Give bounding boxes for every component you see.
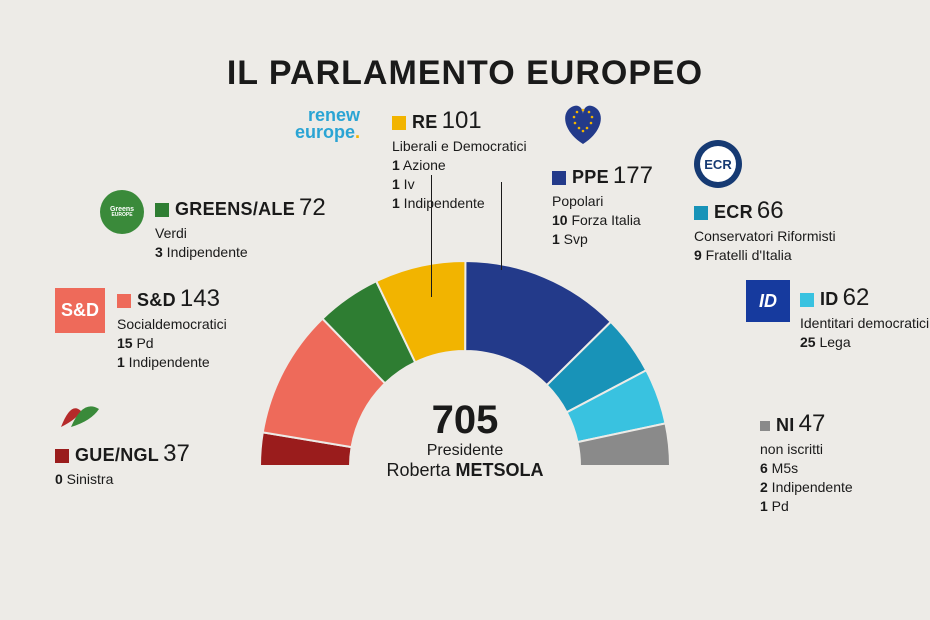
group-sub: 1 Indipendente (392, 194, 527, 213)
group-sub: 15 Pd (117, 334, 227, 353)
group-sub: 3 Indipendente (155, 243, 326, 262)
page-title: IL PARLAMENTO EUROPEO (0, 54, 930, 93)
group-sd: S&D143 Socialdemocratici15 Pd1 Indipenden… (117, 283, 227, 372)
group-re: RE101 Liberali e Democratici1 Azione1 Iv1… (392, 105, 527, 213)
group-id: ID62 Identitari democratici25 Lega (800, 282, 929, 352)
color-chip (392, 116, 406, 130)
group-seats: 47 (799, 410, 826, 437)
greens-logo: GreensEUROPE (100, 190, 144, 234)
group-seats: 101 (442, 107, 482, 134)
leader-line (431, 175, 432, 297)
color-chip (760, 421, 770, 431)
total-seats: 705 (365, 400, 565, 440)
group-abbr: PPE (572, 167, 609, 187)
group-sub: 1 Pd (760, 497, 853, 516)
group-sub: 6 M5s (760, 459, 853, 478)
group-seats: 37 (163, 440, 190, 467)
ecr-logo: ECR (694, 140, 742, 188)
group-desc: Socialdemocratici (117, 315, 227, 334)
group-desc: Popolari (552, 192, 653, 211)
group-desc: Conservatori Riformisti (694, 227, 836, 246)
president-label: Presidente (365, 442, 565, 460)
group-ecr: ECR66 Conservatori Riformisti9 Fratelli d… (694, 195, 836, 265)
group-abbr: NI (776, 415, 795, 435)
group-seats: 62 (843, 284, 870, 311)
color-chip (55, 449, 69, 463)
group-seats: 72 (299, 194, 326, 221)
group-greens: GREENS/ALE72 Verdi3 Indipendente (155, 192, 326, 262)
group-abbr: GUE/NGL (75, 445, 159, 465)
group-desc: Verdi (155, 224, 326, 243)
group-sub: 2 Indipendente (760, 478, 853, 497)
group-ni: NI47 non iscritti6 M5s2 Indipendente1 Pd (760, 408, 853, 516)
ppe-logo (556, 100, 610, 148)
group-sub: 1 Indipendente (117, 353, 227, 372)
chart-center: 705 Presidente Roberta METSOLA (365, 400, 565, 481)
group-sub: 25 Lega (800, 333, 929, 352)
color-chip (552, 171, 566, 185)
renew-logo: renew europe. (295, 107, 360, 141)
group-seats: 177 (613, 162, 653, 189)
group-abbr: ID (820, 289, 839, 309)
group-abbr: RE (412, 112, 438, 132)
group-abbr: S&D (137, 290, 176, 310)
group-seats: 143 (180, 285, 220, 312)
gue-logo (57, 397, 103, 433)
group-desc: Identitari democratici (800, 314, 929, 333)
id-logo: ID (746, 280, 790, 322)
color-chip (155, 203, 169, 217)
president-name: Roberta METSOLA (365, 460, 565, 481)
group-seats: 66 (757, 197, 784, 224)
group-sub: 0 Sinistra (55, 470, 190, 489)
color-chip (694, 206, 708, 220)
group-abbr: ECR (714, 202, 753, 222)
group-gue: GUE/NGL37 0 Sinistra (55, 438, 190, 489)
sd-logo: S&D (55, 288, 105, 333)
group-desc: Liberali e Democratici (392, 137, 527, 156)
color-chip (117, 294, 131, 308)
leader-line (501, 182, 502, 270)
group-ppe: PPE177 Popolari10 Forza Italia1 Svp (552, 160, 653, 249)
group-desc: non iscritti (760, 440, 853, 459)
group-sub: 10 Forza Italia (552, 211, 653, 230)
group-sub: 1 Iv (392, 175, 527, 194)
group-sub: 1 Svp (552, 230, 653, 249)
color-chip (800, 293, 814, 307)
group-abbr: GREENS/ALE (175, 199, 295, 219)
group-sub: 1 Azione (392, 156, 527, 175)
group-sub: 9 Fratelli d'Italia (694, 246, 836, 265)
